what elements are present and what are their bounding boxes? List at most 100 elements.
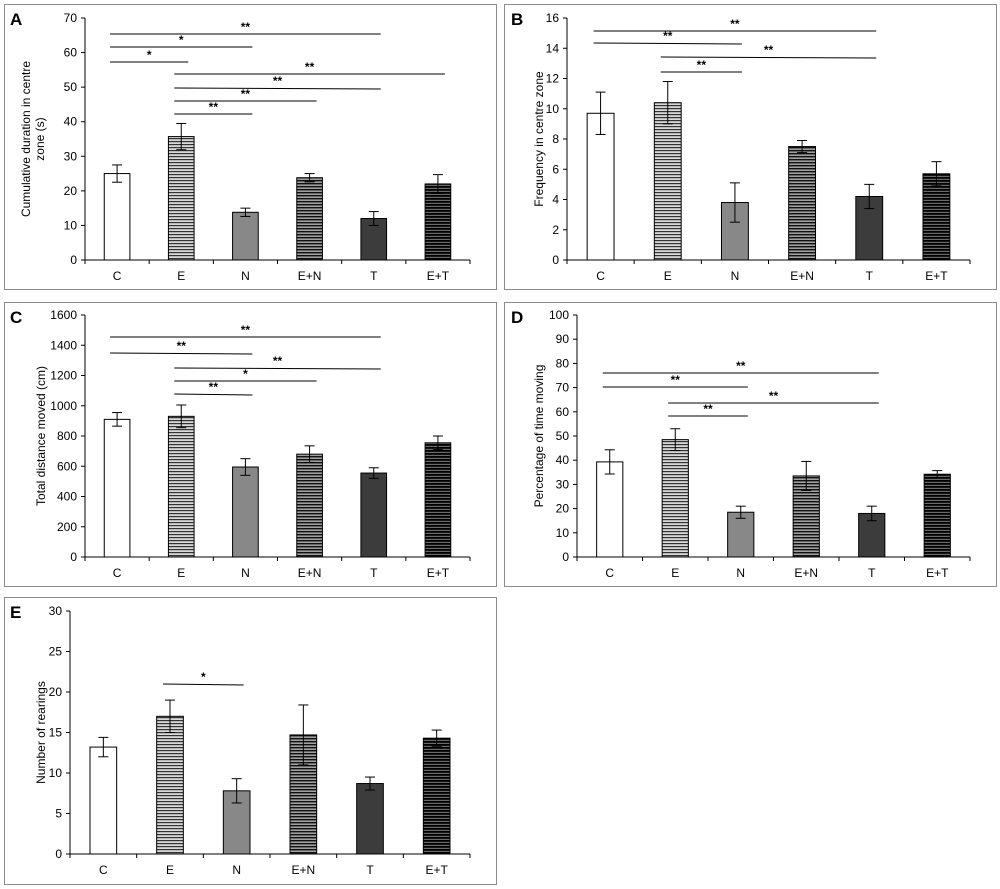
category-label: E xyxy=(166,863,174,877)
y-tick-label: 800 xyxy=(57,429,77,443)
y-tick-label: 0 xyxy=(70,253,77,267)
significance-line xyxy=(593,42,742,45)
significance-label: ** xyxy=(209,100,219,114)
y-tick-label: 10 xyxy=(556,526,570,540)
significance-label: ** xyxy=(663,29,673,43)
significance-label: ** xyxy=(769,389,779,403)
panel-label: C xyxy=(10,308,22,327)
y-tick-label: 50 xyxy=(64,80,78,94)
bar-n xyxy=(232,211,259,261)
bar-e-t xyxy=(923,473,951,558)
significance-label: ** xyxy=(273,354,283,368)
y-tick-label: 0 xyxy=(552,253,559,267)
y-tick-label: 40 xyxy=(556,453,570,467)
category-label: E+T xyxy=(925,269,948,283)
category-label: E+N xyxy=(298,269,322,283)
y-tick-label: 1600 xyxy=(50,308,77,322)
y-axis-label: Percentage of time moving xyxy=(532,365,546,508)
y-tick-label: 60 xyxy=(64,46,78,60)
category-label: E xyxy=(664,269,672,283)
category-label: T xyxy=(866,269,874,283)
category-label: E+T xyxy=(425,863,448,877)
category-label: T xyxy=(366,863,374,877)
significance-line xyxy=(110,352,253,355)
category-label: C xyxy=(113,566,122,580)
significance-label: ** xyxy=(703,402,713,416)
significance-label: * xyxy=(179,33,184,47)
significance-label: ** xyxy=(305,60,315,74)
significance-label: ** xyxy=(730,17,740,31)
panel-label: D xyxy=(511,308,523,327)
panel-frame xyxy=(504,4,997,290)
y-tick-label: 10 xyxy=(49,766,63,780)
y-tick-label: 30 xyxy=(64,149,78,163)
significance-line xyxy=(660,56,877,59)
category-label: N xyxy=(241,269,250,283)
bar-c xyxy=(103,173,131,261)
y-axis-label: Number of rearings xyxy=(34,681,48,784)
significance-line xyxy=(174,87,381,90)
category-label: E+N xyxy=(790,269,814,283)
y-axis-label: zone (s) xyxy=(33,117,47,160)
significance-label: ** xyxy=(671,373,681,387)
category-label: T xyxy=(868,566,876,580)
y-tick-label: 1000 xyxy=(50,399,77,413)
y-axis-label: Cumulative duration in centre xyxy=(19,61,33,217)
category-label: N xyxy=(731,269,740,283)
y-tick-label: 70 xyxy=(64,11,78,25)
significance-label: ** xyxy=(241,323,251,337)
significance-label: ** xyxy=(241,20,251,34)
y-tick-label: 0 xyxy=(70,550,77,564)
panel-label: B xyxy=(511,10,523,29)
bar-e xyxy=(167,415,195,558)
y-tick-label: 600 xyxy=(57,459,77,473)
y-tick-label: 0 xyxy=(55,847,62,861)
bar-e xyxy=(661,439,689,558)
y-tick-label: 30 xyxy=(49,604,63,618)
significance-label: * xyxy=(147,48,152,62)
bar-e-t xyxy=(424,442,452,558)
panel-b: B 0 2 4 6 8 10 12 14 16 Frequency in centre zone C E… xyxy=(504,4,997,290)
y-tick-label: 200 xyxy=(57,520,77,534)
significance-line xyxy=(162,683,244,686)
y-tick-label: 40 xyxy=(64,115,78,129)
significance-label: ** xyxy=(209,380,219,394)
category-label: T xyxy=(370,566,378,580)
y-tick-label: 10 xyxy=(546,102,560,116)
panel-label: E xyxy=(10,603,21,622)
y-tick-label: 60 xyxy=(556,405,570,419)
y-tick-label: 20 xyxy=(64,184,78,198)
y-tick-label: 0 xyxy=(562,550,569,564)
bar-e-n xyxy=(788,146,817,261)
bar-e-t xyxy=(422,737,451,855)
panel-d: D 0 10 20 30 40 50 60 70 80 90 100 Percentage of tim… xyxy=(504,302,997,587)
category-label: E xyxy=(177,566,185,580)
significance-label: ** xyxy=(273,74,283,88)
y-tick-label: 70 xyxy=(556,381,570,395)
significance-label: ** xyxy=(736,359,746,373)
category-label: C xyxy=(113,269,122,283)
significance-label: ** xyxy=(177,339,187,353)
y-tick-label: 12 xyxy=(546,72,560,86)
y-tick-label: 50 xyxy=(556,429,570,443)
y-tick-label: 8 xyxy=(552,132,559,146)
y-tick-label: 100 xyxy=(549,308,569,322)
y-tick-label: 2 xyxy=(552,223,559,237)
y-tick-label: 20 xyxy=(49,685,63,699)
significance-label: ** xyxy=(241,87,251,101)
bar-e xyxy=(167,136,195,261)
bar-c xyxy=(89,746,118,855)
y-tick-label: 1200 xyxy=(50,369,77,383)
y-tick-label: 90 xyxy=(556,332,570,346)
y-axis-label: Total distance moved (cm) xyxy=(34,366,48,506)
panel-e: E 0 5 10 15 20 25 30 Number of rearings C E N E+N T E+… xyxy=(4,597,497,885)
y-tick-label: 1400 xyxy=(50,338,77,352)
y-tick-label: 30 xyxy=(556,477,570,491)
y-axis-label: Frequency in centre zone xyxy=(532,71,546,207)
category-label: C xyxy=(605,566,614,580)
y-tick-label: 25 xyxy=(49,645,63,659)
category-label: E+T xyxy=(427,269,450,283)
category-label: T xyxy=(370,269,378,283)
significance-line xyxy=(174,367,381,370)
category-label: N xyxy=(232,863,241,877)
